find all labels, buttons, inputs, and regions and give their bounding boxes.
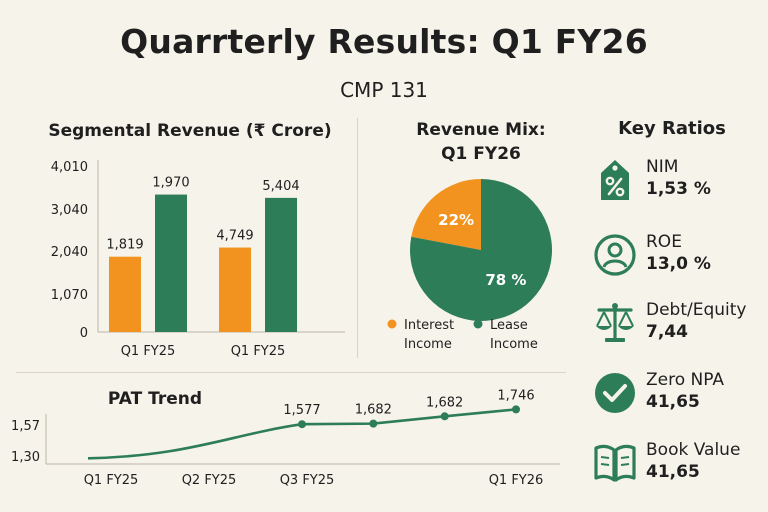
line-point-label: 1,682 — [355, 403, 392, 418]
book-icon — [594, 444, 636, 482]
pie-legend-label: Lease — [490, 318, 528, 333]
ratio-nim: NIM 1,53 % — [592, 155, 768, 209]
pie-title-line2: Q1 FY26 — [441, 144, 521, 164]
bar-category-label: Q1 FY25 — [121, 344, 176, 359]
vertical-divider — [357, 118, 358, 358]
page-title: Quarrterly Results: Q1 FY26 — [120, 22, 648, 61]
bar-value-label: 4,749 — [216, 229, 253, 244]
segmental-revenue-chart: Segmental Revenue (₹ Crore) 4,010 3,040 2,0… — [48, 121, 345, 359]
line-point-label: 1,577 — [283, 403, 320, 418]
person-icon — [594, 234, 636, 276]
pie-legend-label: Income — [490, 337, 538, 352]
pat-trend-chart: PAT Trend 1,57 1,30 1,577 1,682 1,682 1,746 Q1 … — [11, 388, 560, 488]
bar-y-tick-label: 2,040 — [51, 245, 88, 260]
ratio-debt-equity-label: Debt/Equity — [646, 300, 747, 320]
line-point-label: 1,682 — [426, 395, 463, 410]
line-y-tick-label: 1,30 — [11, 450, 40, 465]
horizontal-divider — [16, 372, 566, 373]
ratio-roe: ROE 13,0 % — [592, 230, 768, 284]
ratio-zero-npa-label: Zero NPA — [646, 370, 725, 390]
line-point — [440, 412, 449, 421]
line-point — [298, 420, 306, 429]
ratio-nim-value: 1,53 % — [646, 179, 711, 199]
line-x-tick-label: Q1 FY25 — [84, 473, 139, 488]
pie-title-line1: Revenue Mix: — [416, 120, 545, 140]
bar — [155, 194, 187, 332]
ratio-zero-npa: Zero NPA 41,65 — [592, 368, 768, 422]
line-point — [369, 419, 378, 428]
revenue-mix-chart: Revenue Mix: Q1 FY26 22% 78 % Interest Income… — [387, 120, 553, 352]
line-point-label: 1,746 — [497, 388, 534, 403]
ratio-zero-npa-value: 41,65 — [646, 392, 700, 412]
ratio-book-value-label: Book Value — [646, 440, 741, 460]
bar-value-label: 5,404 — [262, 179, 299, 194]
pie-legend-label: Income — [404, 337, 452, 352]
line-y-tick-label: 1,57 — [11, 419, 40, 434]
line-x-tick-label: Q3 FY25 — [280, 473, 335, 488]
bar — [219, 247, 251, 332]
bar-y-tick-label: 1,070 — [51, 288, 88, 303]
ratio-debt-equity: Debt/Equity 7,44 — [592, 298, 768, 352]
page-subtitle: CMP 131 — [340, 78, 428, 102]
bar — [265, 197, 297, 332]
bar-value-label: 1,970 — [152, 176, 189, 191]
line-x-tick-label: Q1 FY26 — [489, 473, 544, 488]
pie-slice — [411, 179, 481, 250]
ratio-roe-label: ROE — [646, 232, 682, 252]
pie-legend-label: Interest — [404, 318, 454, 333]
pie-legend-marker — [387, 319, 397, 329]
bar-y-tick-label: 3,040 — [51, 203, 88, 218]
bar — [109, 256, 141, 332]
pie-slice — [410, 179, 553, 321]
ratio-nim-label: NIM — [646, 157, 679, 177]
bar-value-label: 1,819 — [106, 238, 143, 253]
percent-tag-icon — [601, 160, 629, 200]
line-point — [512, 405, 520, 414]
ratio-debt-equity-value: 7,44 — [646, 322, 688, 342]
bar-y-tick-label: 0 — [80, 326, 88, 341]
ratio-book-value: Book Value 41,65 — [592, 438, 768, 492]
bar-category-label: Q1 FY25 — [231, 344, 286, 359]
ratio-roe-value: 13,0 % — [646, 254, 711, 274]
line-chart-title: PAT Trend — [108, 389, 202, 409]
pie-legend-marker — [473, 319, 483, 329]
pie-slice-label: 22% — [438, 211, 474, 229]
bar-y-tick-label: 4,010 — [51, 160, 88, 175]
ratio-book-value-value: 41,65 — [646, 462, 700, 482]
pie-slice-label: 78 % — [485, 271, 526, 289]
scales-icon — [596, 303, 634, 342]
check-circle-icon — [595, 373, 635, 413]
line-x-tick-label: Q2 FY25 — [182, 473, 237, 488]
key-ratios-title: Key Ratios — [618, 118, 726, 139]
bar-chart-title: Segmental Revenue (₹ Crore) — [48, 121, 331, 141]
